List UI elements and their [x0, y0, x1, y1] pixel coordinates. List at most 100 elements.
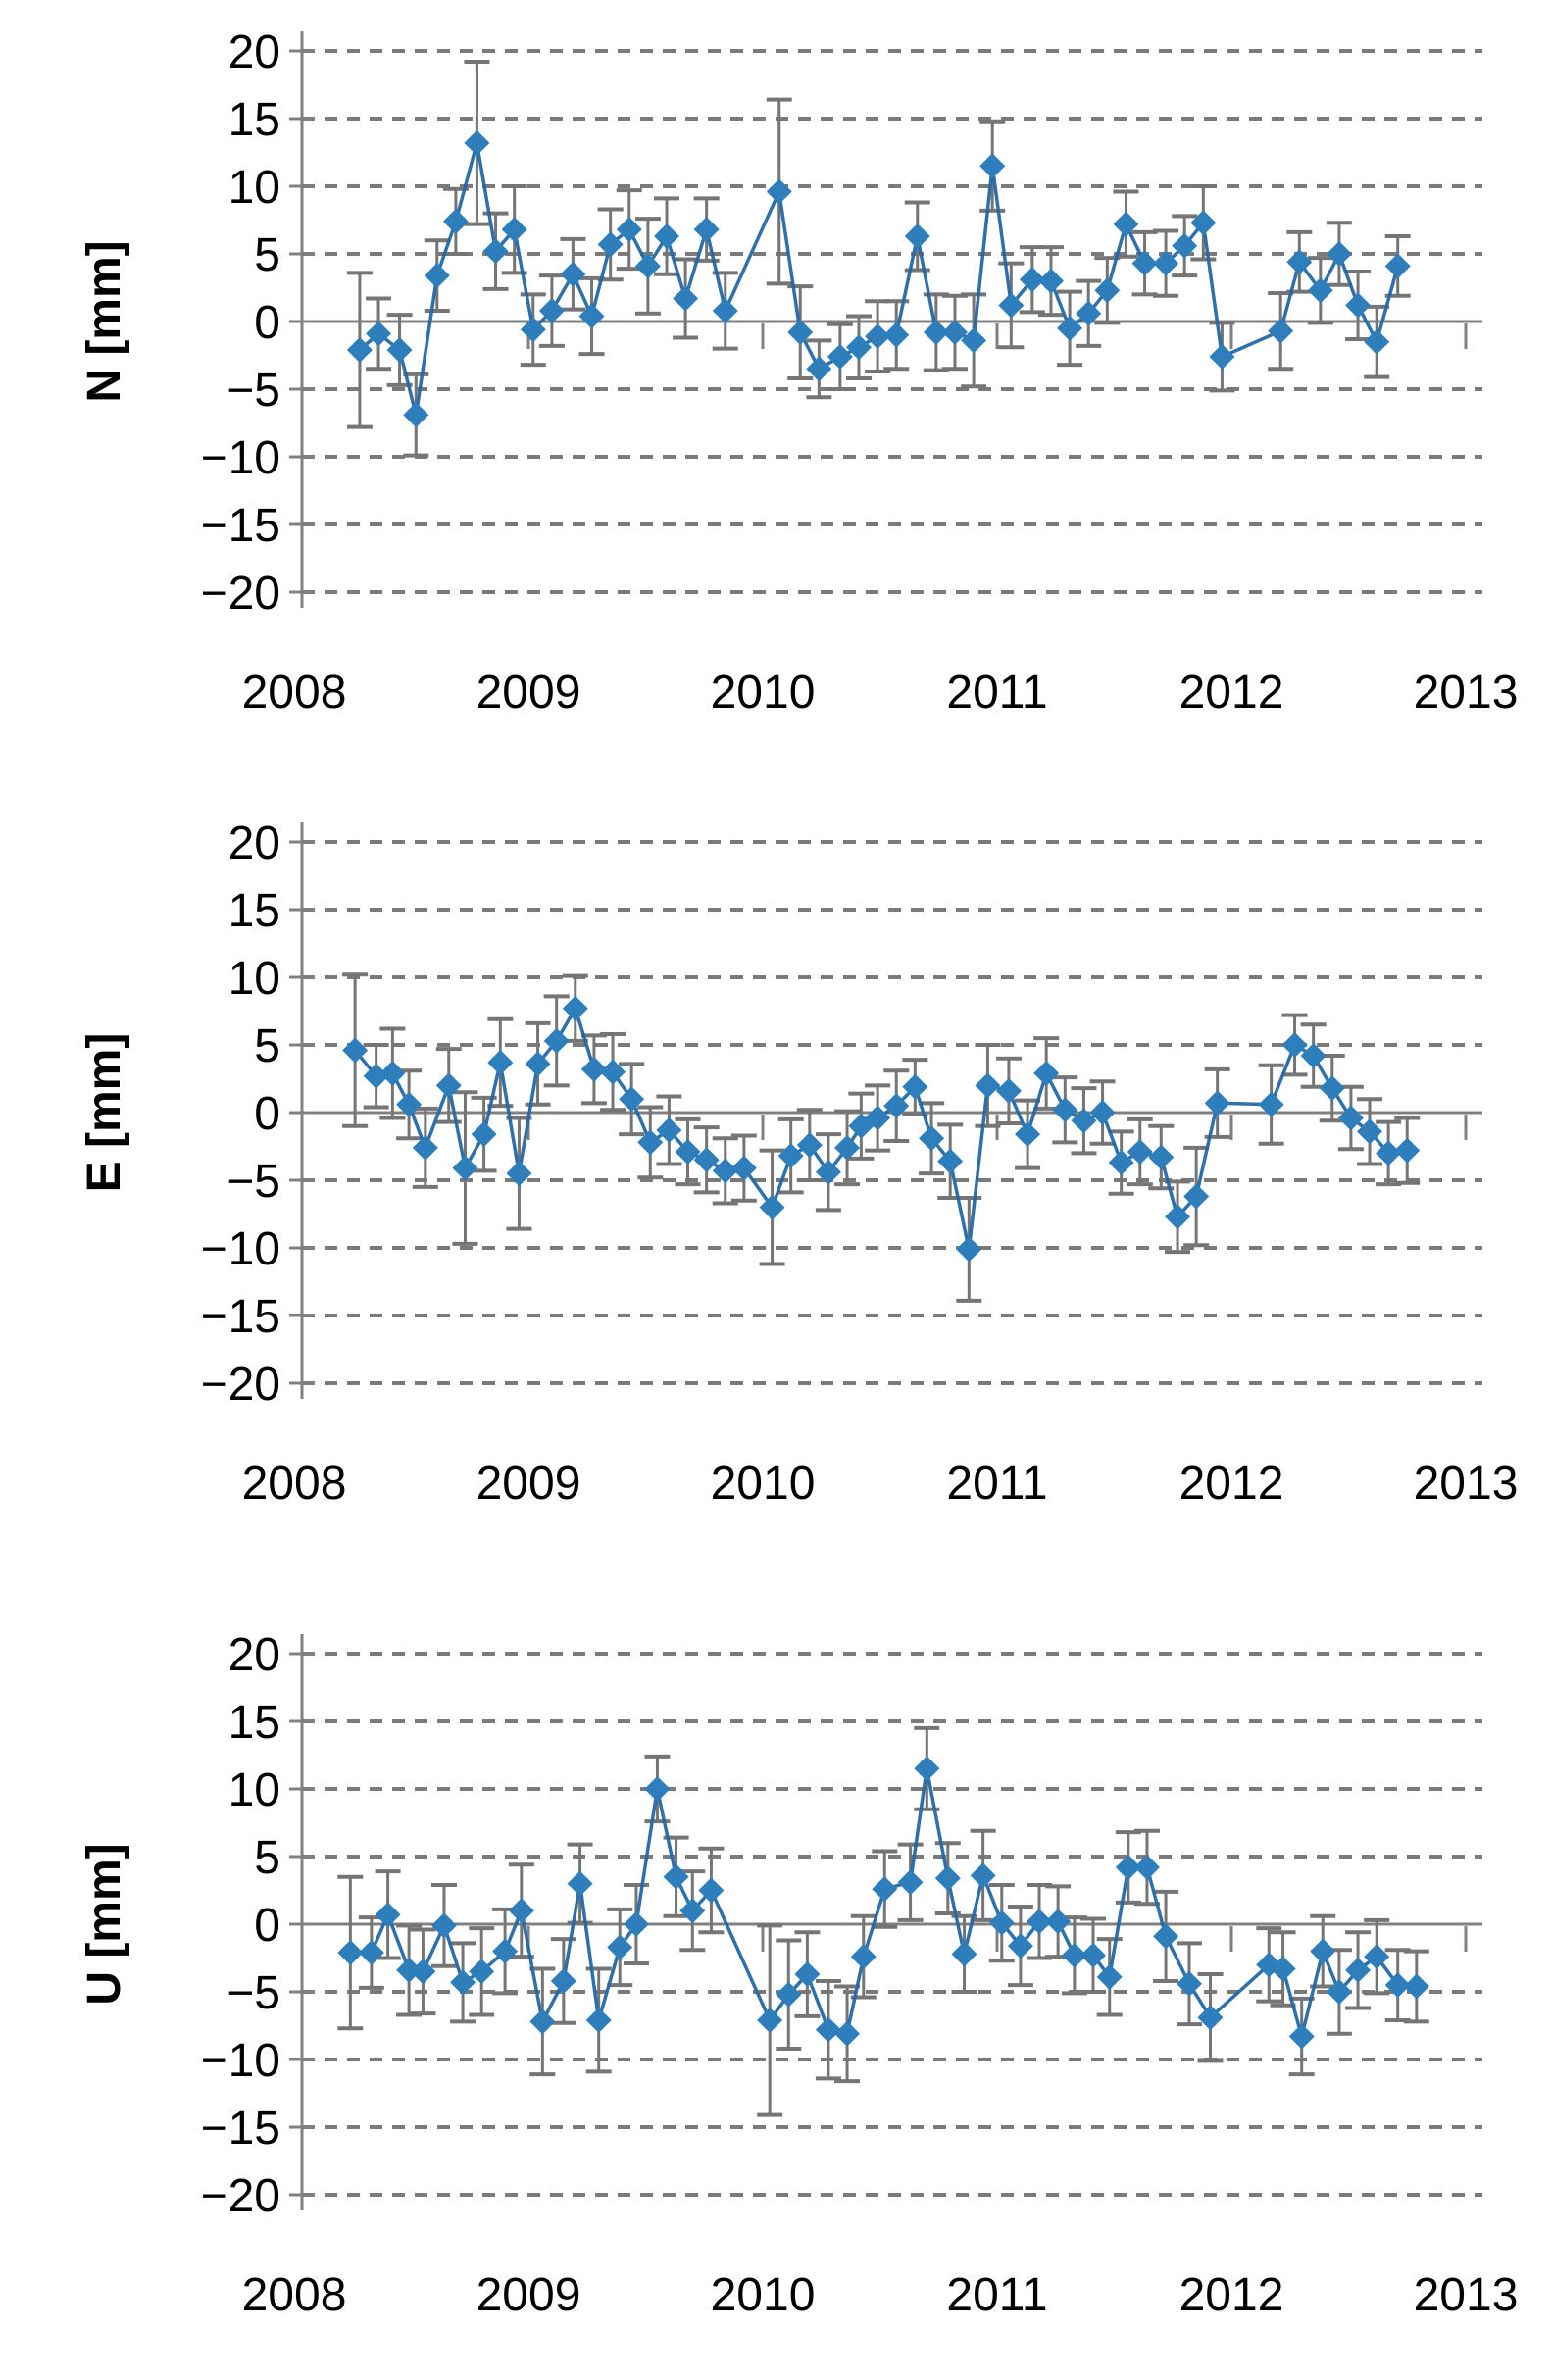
- data-point-marker: [937, 1148, 964, 1174]
- x-tick-labels: 2008 2009 2010 2011 2012 2013: [242, 1458, 1519, 1510]
- data-point-marker: [923, 320, 949, 346]
- data-point-marker: [845, 334, 872, 361]
- y-tick-label: −20: [201, 2170, 280, 2222]
- data-point-marker: [656, 1116, 682, 1143]
- data-point-marker: [487, 1049, 514, 1075]
- data-point-marker: [794, 1961, 821, 1988]
- data-point-marker: [827, 343, 853, 370]
- data-point-marker: [619, 1086, 645, 1113]
- data-point-marker: [410, 1959, 436, 1985]
- data-point-marker: [1108, 1150, 1134, 1176]
- data-point-marker: [634, 253, 661, 279]
- y-tick-label: 0: [254, 1088, 280, 1140]
- data-point-marker: [1345, 292, 1372, 319]
- data-point-marker: [616, 217, 642, 243]
- x-tick-label: 2011: [946, 1458, 1047, 1510]
- gridlines: [302, 1652, 1482, 2197]
- data-point-marker: [379, 1060, 406, 1086]
- y-tick-label: −10: [201, 432, 280, 484]
- x-tick-label: 2013: [1414, 1458, 1519, 1510]
- data-point-marker: [1300, 1043, 1327, 1069]
- x-tick-label: 2010: [711, 2269, 816, 2321]
- data-point-marker: [1176, 1970, 1202, 1997]
- data-point-marker: [1307, 277, 1333, 304]
- data-point-marker: [450, 1969, 476, 1996]
- y-tick-label: 20: [228, 818, 280, 869]
- data-point-marker: [550, 1967, 576, 1994]
- data-point-marker: [1148, 1144, 1175, 1170]
- y-tick-labels: 20 15 10 5 0 −5 −10 −15 −20: [201, 818, 280, 1411]
- data-point-marker: [663, 1863, 689, 1890]
- data-point-marker: [1027, 1909, 1053, 1935]
- data-point-marker: [1326, 1979, 1352, 2005]
- data-point-marker: [712, 1158, 738, 1184]
- data-point-marker: [492, 1938, 519, 1964]
- data-point-marker: [1258, 1091, 1284, 1117]
- data-point-marker: [1384, 253, 1411, 279]
- gridlines: [302, 49, 1482, 594]
- data-point-marker: [562, 995, 588, 1021]
- data-point-marker: [759, 1194, 785, 1220]
- axis-unit-label: N [mm]: [78, 240, 130, 402]
- data-point-marker: [834, 2020, 861, 2047]
- data-point-marker: [1376, 1140, 1402, 1166]
- y-tick-label: 0: [254, 1900, 280, 1952]
- x-axis-ticks: [526, 323, 1468, 349]
- data-point-marker: [919, 1125, 945, 1152]
- y-tick-label: 20: [228, 26, 280, 78]
- data-point-marker: [1133, 1855, 1160, 1881]
- data-point-marker: [865, 1105, 891, 1131]
- data-point-marker: [623, 1911, 649, 1937]
- x-tick-label: 2012: [1179, 667, 1284, 719]
- data-point-marker: [578, 303, 605, 329]
- y-tick-label: −20: [201, 1359, 280, 1411]
- data-point-marker: [796, 1132, 823, 1159]
- data-point-marker: [375, 1902, 401, 1928]
- data-point-marker: [452, 1155, 478, 1181]
- axis-unit-label: U [mm]: [78, 1843, 130, 2005]
- y-axis-ticks: [289, 840, 315, 1385]
- data-point-marker: [430, 1912, 457, 1939]
- x-tick-label: 2011: [946, 2269, 1047, 2321]
- data-point-marker: [897, 1869, 924, 1896]
- data-point-marker: [872, 1876, 898, 1903]
- data-point-marker: [538, 297, 565, 323]
- data-point-marker: [1094, 277, 1121, 304]
- y-tick-label: −5: [226, 1967, 280, 2019]
- data-point-marker: [1209, 343, 1235, 370]
- data-point-marker: [1096, 1963, 1123, 1990]
- y-tick-label: −5: [226, 365, 280, 417]
- data-point-marker: [961, 327, 987, 354]
- x-tick-label: 2012: [1179, 2269, 1284, 2321]
- y-tick-label: 5: [254, 229, 280, 281]
- x-tick-labels: 2008 2009 2010 2011 2012 2013: [242, 667, 1519, 719]
- data-point-marker: [1007, 1933, 1033, 1959]
- data-point-marker: [673, 285, 699, 312]
- data-point-marker: [1131, 250, 1158, 276]
- data-point-marker: [1288, 2023, 1315, 2050]
- data-point-marker: [1364, 328, 1390, 355]
- x-tick-label: 2009: [476, 667, 581, 719]
- data-point-marker: [1052, 1097, 1078, 1123]
- data-point-marker: [776, 1981, 802, 2008]
- data-point-marker: [941, 320, 968, 346]
- data-point-marker: [956, 1236, 982, 1263]
- data-point-marker: [1037, 268, 1064, 294]
- gridlines: [302, 840, 1482, 1385]
- data-point-marker: [1268, 318, 1294, 344]
- data-point-marker: [520, 317, 546, 343]
- data-point-marker: [777, 1143, 804, 1169]
- x-tick-label: 2008: [242, 1458, 347, 1510]
- data-point-marker: [1345, 1957, 1372, 1983]
- y-tick-label: 10: [228, 953, 280, 1005]
- data-point-marker: [1153, 1923, 1179, 1950]
- data-point-marker: [346, 336, 373, 363]
- data-point-marker: [1364, 1944, 1390, 1970]
- data-point-marker: [600, 1059, 626, 1085]
- data-point-marker: [567, 1870, 593, 1897]
- data-point-marker: [597, 231, 624, 258]
- data-point-marker: [1153, 250, 1179, 276]
- data-point-marker: [1183, 1183, 1210, 1210]
- data-point-marker: [883, 322, 910, 348]
